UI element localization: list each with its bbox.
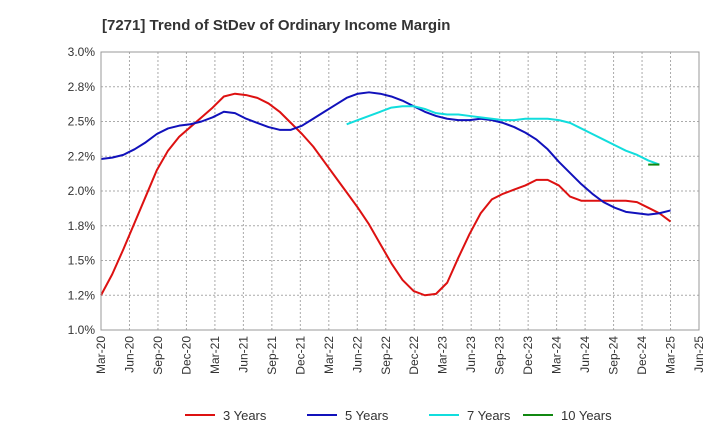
legend-label: 5 Years: [345, 408, 389, 423]
x-tick-label: Dec-20: [179, 336, 193, 375]
x-tick-label: Sep-21: [265, 336, 279, 375]
y-tick-label: 2.2%: [68, 149, 96, 163]
x-tick-label: Jun-24: [578, 336, 592, 373]
x-tick-label: Mar-23: [436, 336, 450, 374]
x-tick-label: Dec-21: [293, 336, 307, 375]
legend-label: 10 Years: [561, 408, 612, 423]
y-tick-label: 1.2%: [68, 288, 96, 302]
y-tick-label: 3.0%: [68, 45, 96, 59]
x-tick-label: Mar-25: [664, 336, 678, 374]
x-tick-label: Sep-24: [607, 336, 621, 375]
x-tick-label: Mar-20: [94, 336, 108, 374]
series-line-5-years: [100, 91, 671, 216]
x-tick-label: Dec-22: [407, 336, 421, 375]
y-tick-label: 2.5%: [68, 115, 96, 129]
y-tick-label: 2.8%: [68, 80, 96, 94]
legend-item: 10 Years: [523, 408, 612, 423]
legend-item: 7 Years: [429, 408, 511, 423]
legend-label: 7 Years: [467, 408, 511, 423]
y-tick-label: 1.5%: [68, 254, 96, 268]
x-tick-label: Jun-22: [350, 336, 364, 373]
x-axis-ticks: Mar-20 Jun-20 Sep-20 Dec-20 Mar-21 Jun-21 Sep-…: [94, 336, 706, 375]
x-tick-label: Jun-23: [464, 336, 478, 373]
legend-label: 3 Years: [223, 408, 267, 423]
x-tick-label: Sep-23: [493, 336, 507, 375]
x-tick-label: Sep-22: [379, 336, 393, 375]
y-tick-label: 1.0%: [68, 323, 96, 337]
y-tick-label: 1.8%: [68, 219, 96, 233]
series-line-7-years: [346, 105, 660, 166]
x-tick-label: Dec-23: [521, 336, 535, 375]
plot-area-frame: [100, 51, 700, 331]
x-tick-label: Jun-20: [122, 336, 136, 373]
legend-item: 3 Years: [185, 408, 267, 423]
x-tick-label: Mar-21: [208, 336, 222, 374]
series-layer: [100, 91, 672, 297]
x-tick-label: Jun-21: [236, 336, 250, 373]
y-axis-ticks: 1.0% 1.2% 1.5% 1.8% 2.0% 2.2% 2.5% 2.8% 3.0%: [68, 45, 96, 337]
legend-item: 5 Years: [307, 408, 389, 423]
legend: 3 Years 5 Years 7 Years 10 Years: [185, 408, 612, 423]
x-tick-label: Jun-25: [692, 336, 706, 373]
x-tick-label: Dec-24: [635, 336, 649, 375]
chart-title: [7271] Trend of StDev of Ordinary Income…: [102, 17, 450, 34]
x-tick-label: Mar-24: [550, 336, 564, 374]
grid-layer: [100, 51, 700, 331]
x-tick-label: Sep-20: [151, 336, 165, 375]
y-tick-label: 2.0%: [68, 184, 96, 198]
x-tick-label: Mar-22: [322, 336, 336, 374]
